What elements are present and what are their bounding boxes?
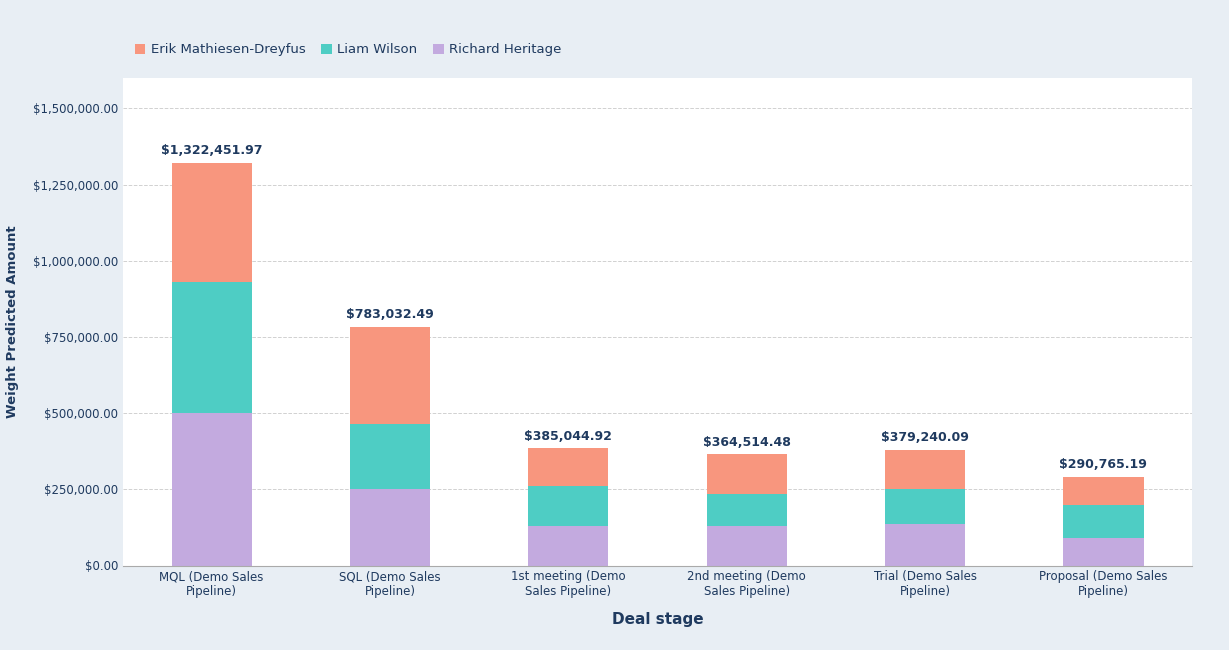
Bar [707, 494, 787, 526]
Text: $1,322,451.97: $1,322,451.97 [161, 144, 262, 157]
Bar [885, 489, 965, 525]
Bar [528, 448, 608, 486]
Bar [1063, 538, 1143, 566]
Y-axis label: Weight Predicted Amount: Weight Predicted Amount [6, 226, 18, 418]
Bar [528, 486, 608, 526]
Bar [172, 413, 252, 566]
Text: $379,240.09: $379,240.09 [881, 432, 968, 445]
Legend: Erik Mathiesen-Dreyfus, Liam Wilson, Richard Heritage: Erik Mathiesen-Dreyfus, Liam Wilson, Ric… [129, 38, 567, 62]
Bar [1063, 504, 1143, 538]
Bar [172, 162, 252, 282]
Text: $364,514.48: $364,514.48 [703, 436, 790, 449]
Bar [350, 327, 430, 424]
Bar [1063, 477, 1143, 504]
Text: $783,032.49: $783,032.49 [347, 309, 434, 322]
Bar [172, 282, 252, 413]
Bar [350, 489, 430, 566]
Bar [707, 526, 787, 566]
Bar [885, 450, 965, 489]
Text: $385,044.92: $385,044.92 [525, 430, 612, 443]
Bar [885, 525, 965, 566]
Bar [707, 454, 787, 494]
Bar [350, 424, 430, 489]
X-axis label: Deal stage: Deal stage [612, 612, 703, 627]
Text: $290,765.19: $290,765.19 [1059, 458, 1148, 471]
Bar [528, 526, 608, 566]
